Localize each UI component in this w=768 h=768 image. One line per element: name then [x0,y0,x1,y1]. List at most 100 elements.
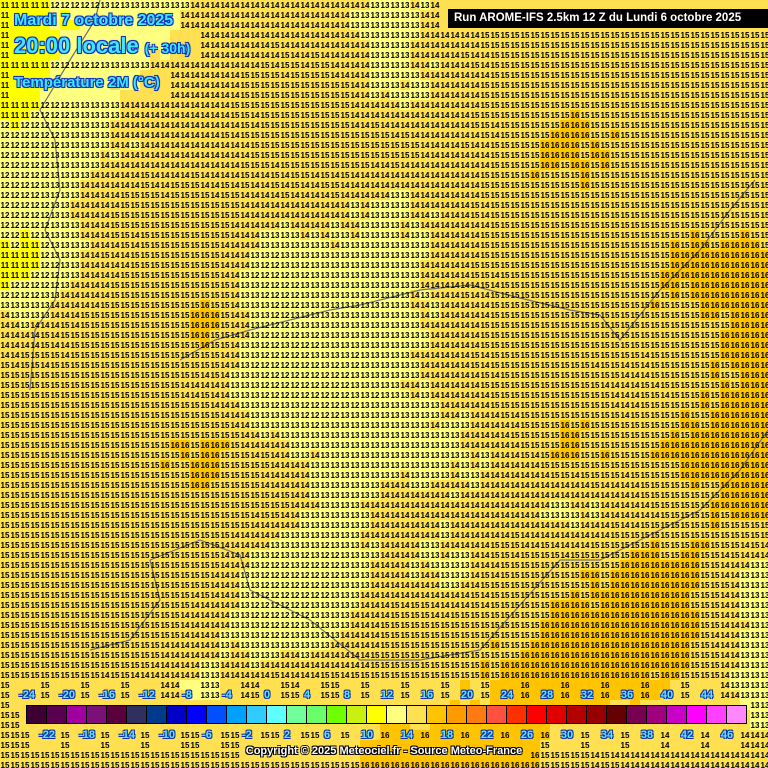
grid-cell [180,20,190,30]
grid-cell [400,30,410,40]
grid-cell [120,90,130,100]
grid-cell [200,0,210,10]
grid-cell [650,0,660,10]
grid-cell [750,0,760,10]
grid-cell [120,30,130,40]
grid-cell [150,30,160,40]
grid-cell [140,20,150,30]
grid-cell [210,30,220,40]
grid-cell [130,90,140,100]
grid-cell [390,20,400,30]
grid-cell [50,30,60,40]
grid-cell [40,0,50,10]
grid-cell [730,0,740,10]
grid-cell [290,10,300,20]
grid-cell [0,20,10,30]
grid-cell [440,20,450,30]
grid-cell [160,10,170,20]
grid-cell [100,10,110,20]
grid-cell [240,30,250,40]
grid-cell [260,0,270,10]
grid-cell [170,30,180,40]
grid-cell [320,0,330,10]
grid-cell [400,0,410,10]
grid-cell [100,30,110,40]
grid-cell [240,20,250,30]
grid-cell [10,10,20,20]
grid-cell [370,0,380,10]
grid-cell [440,10,450,20]
grid-cell [130,30,140,40]
grid-cell [590,0,600,10]
grid-cell [300,0,310,10]
grid-cell [160,80,170,90]
grid-cell [250,0,260,10]
grid-cell [20,90,30,100]
grid-cell [30,10,40,20]
grid-cell [150,90,160,100]
grid-cell [260,20,270,30]
grid-cell [760,0,768,10]
grid-cell [270,30,280,40]
grid-cell [350,30,360,40]
grid-cell [700,0,710,10]
grid-cell [280,0,290,10]
grid-cell [200,10,210,20]
grid-cell [660,0,670,10]
grid-cell [120,10,130,20]
grid-cell [300,10,310,20]
grid-cell [420,10,430,20]
grid-cell [140,0,150,10]
grid-cell [110,20,120,30]
grid-cell [250,20,260,30]
grid-cell [10,90,20,100]
grid-cell [80,10,90,20]
grid-cell [490,0,500,10]
grid-cell [710,0,720,10]
grid-cell [330,30,340,40]
grid-cell [100,20,110,30]
grid-cell [620,0,630,10]
grid-cell [250,10,260,20]
grid-cell [340,10,350,20]
grid-cell [190,10,200,20]
grid-cell [60,90,70,100]
grid-cell [280,30,290,40]
grid-cell [40,10,50,20]
grid-cell [190,30,200,40]
grid-cell [30,0,40,10]
grid-cell [350,0,360,10]
grid-cell [100,0,110,10]
grid-cell [60,30,70,40]
grid-cell [10,20,20,30]
grid-cell [70,20,80,30]
grid-cell [70,90,80,100]
grid-cell [220,30,230,40]
grid-cell [20,20,30,30]
grid-cell [350,20,360,30]
grid-cell [380,20,390,30]
grid-cell [430,10,440,20]
grid-cell [150,20,160,30]
grid-cell [500,0,510,10]
grid-cell [390,30,400,40]
grid-cell [170,10,180,20]
grid-cell [370,20,380,30]
grid-cell [170,20,180,30]
grid-cell [130,0,140,10]
grid-cell [110,30,120,40]
grid-cell [310,0,320,10]
grid-cell [220,10,230,20]
grid-cell [140,30,150,40]
grid-cell [400,20,410,30]
grid-cell [680,0,690,10]
grid-cell [100,90,110,100]
grid-cell [410,0,420,10]
grid-cell [220,0,230,10]
grid-cell [290,30,300,40]
grid-cell [670,0,680,10]
grid-cell [290,20,300,30]
grid-cell [130,10,140,20]
grid-cell [200,30,210,40]
